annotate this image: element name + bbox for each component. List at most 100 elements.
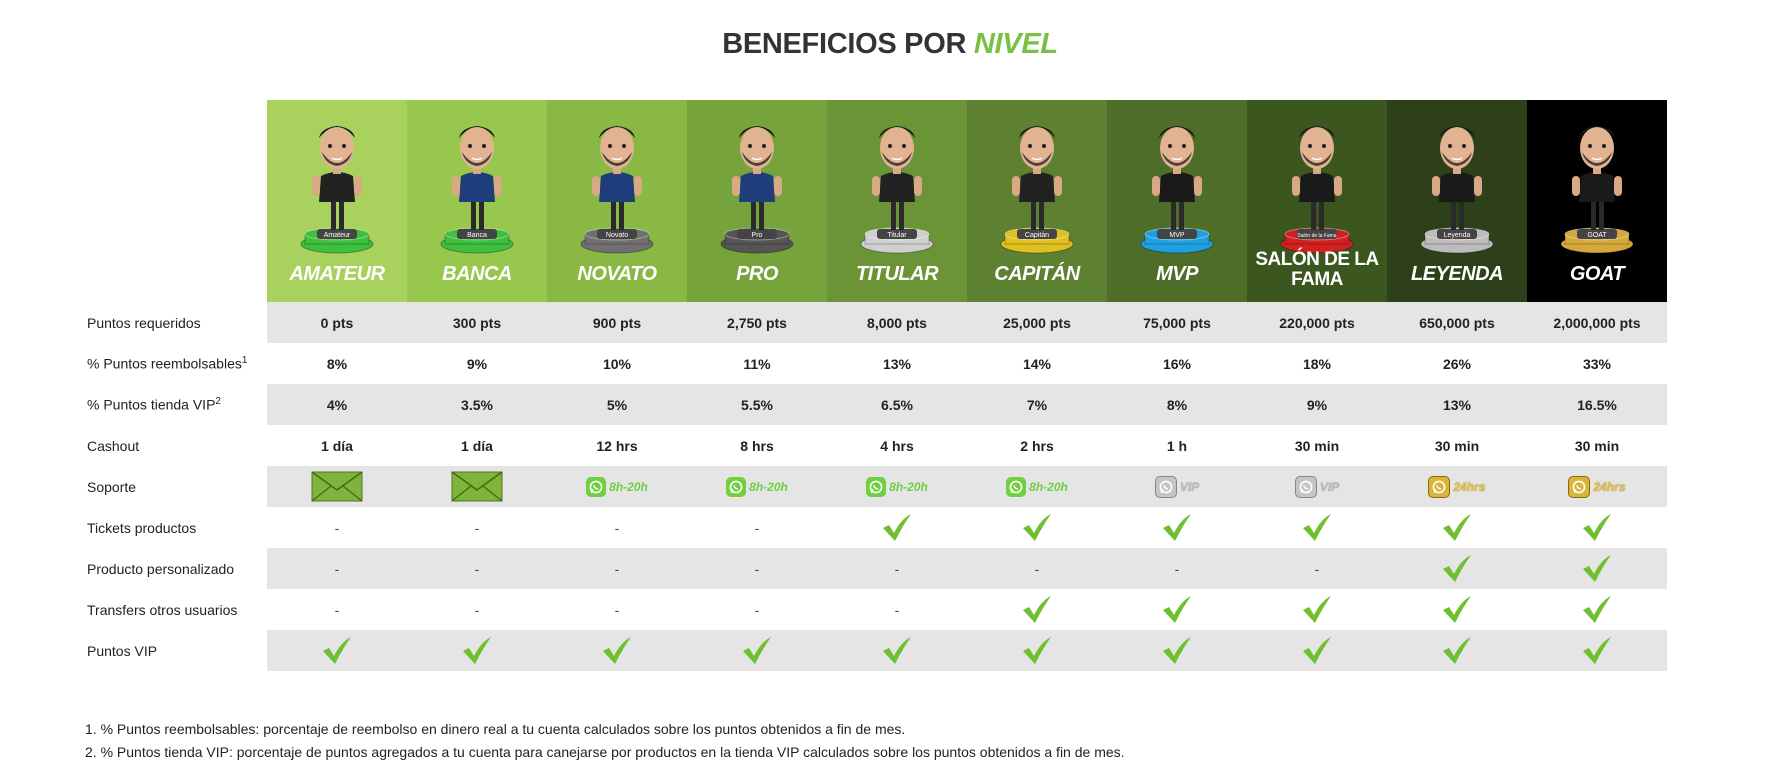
cell: 8h-20h — [687, 466, 827, 507]
cell: 26% — [1442, 355, 1472, 372]
cell: 75,000 pts — [1143, 314, 1211, 331]
cell: 2,000,000 pts — [1553, 314, 1641, 331]
checkmark-icon — [1303, 595, 1331, 623]
cell — [1107, 507, 1247, 548]
checkmark-icon — [1583, 595, 1611, 623]
footnotes: 1. % Puntos reembolsables: porcentaje de… — [85, 718, 1125, 764]
row-support: Soporte 8h-20h 8h-20h 8h-20h 8h-20h VIP VIP 24… — [80, 466, 1667, 507]
cell: 11% — [743, 355, 771, 372]
cell: - — [614, 601, 620, 618]
page-title: BENEFICIOS POR NIVEL — [0, 28, 1780, 61]
row-cashout: Cashout 1 día 1 día 12 hrs 8 hrs 4 hrs 2 hrs 1 … — [80, 425, 1667, 466]
level-header-sal-n-de-la-fama: Salón de la Fama SALÓN DE LA FAMA — [1247, 100, 1387, 302]
checkmark-icon — [1443, 554, 1471, 582]
footnote-ref: 1 — [241, 355, 248, 367]
level-plate-label: Novato — [606, 232, 628, 239]
cell — [1527, 548, 1667, 589]
cell — [1247, 630, 1387, 671]
level-plate-label: Banca — [467, 232, 487, 239]
cell: 8% — [326, 355, 348, 372]
level-avatar-icon: Pro — [720, 126, 794, 254]
level-plate-label: GOAT — [1587, 232, 1607, 239]
cell: 2 hrs — [1020, 437, 1054, 454]
level-header-mvp: MVP MVP — [1107, 100, 1247, 302]
cell: - — [474, 560, 480, 577]
support-hours-text: 8h-20h — [889, 479, 928, 494]
checkmark-icon — [1303, 513, 1331, 541]
level-name: MVP — [1156, 263, 1198, 285]
cell: - — [1034, 560, 1040, 577]
cell: 10% — [602, 355, 632, 372]
cell: - — [614, 519, 620, 536]
cell: - — [1314, 560, 1320, 577]
row-label-text: Puntos requeridos — [87, 314, 201, 331]
footnote-ref: 2 — [215, 396, 221, 408]
cell: 13% — [882, 355, 912, 372]
cell — [967, 507, 1107, 548]
level-plate-label: Titular — [887, 232, 907, 239]
cell: - — [334, 560, 340, 577]
cell — [1247, 507, 1387, 548]
level-header-pro: Pro PRO — [687, 100, 827, 302]
cell: 900 pts — [592, 314, 642, 331]
cell: 25,000 pts — [1003, 314, 1071, 331]
level-avatar-icon: MVP — [1140, 126, 1214, 254]
level-name: LEYENDA — [1410, 263, 1504, 285]
footnote-1: 1. % Puntos reembolsables: porcentaje de… — [85, 721, 906, 737]
level-avatar-icon: Capitán — [1000, 126, 1074, 254]
cell: 9% — [1306, 396, 1328, 413]
cell — [967, 589, 1107, 630]
level-plate-label: Amateur — [324, 232, 351, 239]
row-refund: % Puntos reembolsables1 8% 9% 10% 11% 13% 14% 1… — [80, 343, 1667, 384]
row-label-text: Soporte — [87, 478, 137, 495]
cell: 8,000 pts — [867, 314, 927, 331]
cell — [1527, 589, 1667, 630]
cell: - — [754, 560, 760, 577]
checkmark-icon — [883, 513, 911, 541]
level-plate-label: Leyenda — [1444, 232, 1471, 239]
level-plate-label: Salón de la Fama — [1297, 233, 1336, 239]
level-avatar-icon: Novato — [580, 126, 654, 254]
row-label: % Puntos tienda VIP2 — [80, 396, 267, 413]
cell — [267, 466, 407, 507]
cell: 5% — [606, 396, 628, 413]
row-vip-points: Puntos VIP — [80, 630, 1667, 671]
checkmark-icon — [1583, 636, 1611, 664]
cell — [827, 507, 967, 548]
checkmark-icon — [743, 636, 771, 664]
level-header-titular: Titular TITULAR — [827, 100, 967, 302]
row-label-text: % Puntos tienda VIP — [87, 396, 216, 413]
whatsapp-support-badge: VIP — [1154, 475, 1199, 498]
cell: 3.5% — [461, 396, 493, 413]
checkmark-icon — [1443, 513, 1471, 541]
checkmark-icon — [1023, 636, 1051, 664]
footnote-2: 2. % Puntos tienda VIP: porcentaje de pu… — [85, 744, 1125, 760]
row-points: Puntos requeridos 0 pts 300 pts 900 pts 2,75… — [80, 302, 1667, 343]
level-header-amateur: Amateur AMATEUR — [267, 100, 407, 302]
checkmark-icon — [603, 636, 631, 664]
level-avatar-icon: Leyenda — [1420, 126, 1494, 254]
cell: 9% — [466, 355, 488, 372]
title-prefix: BENEFICIOS POR — [722, 28, 967, 60]
checkmark-icon — [1443, 636, 1471, 664]
row-label: Transfers otros usuarios — [80, 602, 267, 618]
envelope-icon — [311, 471, 363, 502]
cell: 6.5% — [881, 396, 913, 413]
support-hours-text: VIP — [1319, 479, 1340, 494]
whatsapp-icon — [866, 476, 887, 497]
cell — [827, 630, 967, 671]
title-accent: NIVEL — [973, 28, 1058, 60]
cell — [1247, 589, 1387, 630]
level-name: TITULAR — [855, 263, 939, 285]
level-name: GOAT — [1569, 263, 1625, 285]
row-label-text: Cashout — [87, 437, 140, 454]
whatsapp-support-badge: 24hrs — [1568, 475, 1626, 498]
whatsapp-icon — [1428, 475, 1451, 498]
checkmark-icon — [1163, 636, 1191, 664]
level-name: NOVATO — [577, 263, 657, 285]
checkmark-icon — [883, 636, 911, 664]
level-header-novato: Novato NOVATO — [547, 100, 687, 302]
cell: 30 min — [1434, 437, 1480, 454]
cell: 14% — [1022, 355, 1052, 372]
cell: 0 pts — [320, 314, 354, 331]
